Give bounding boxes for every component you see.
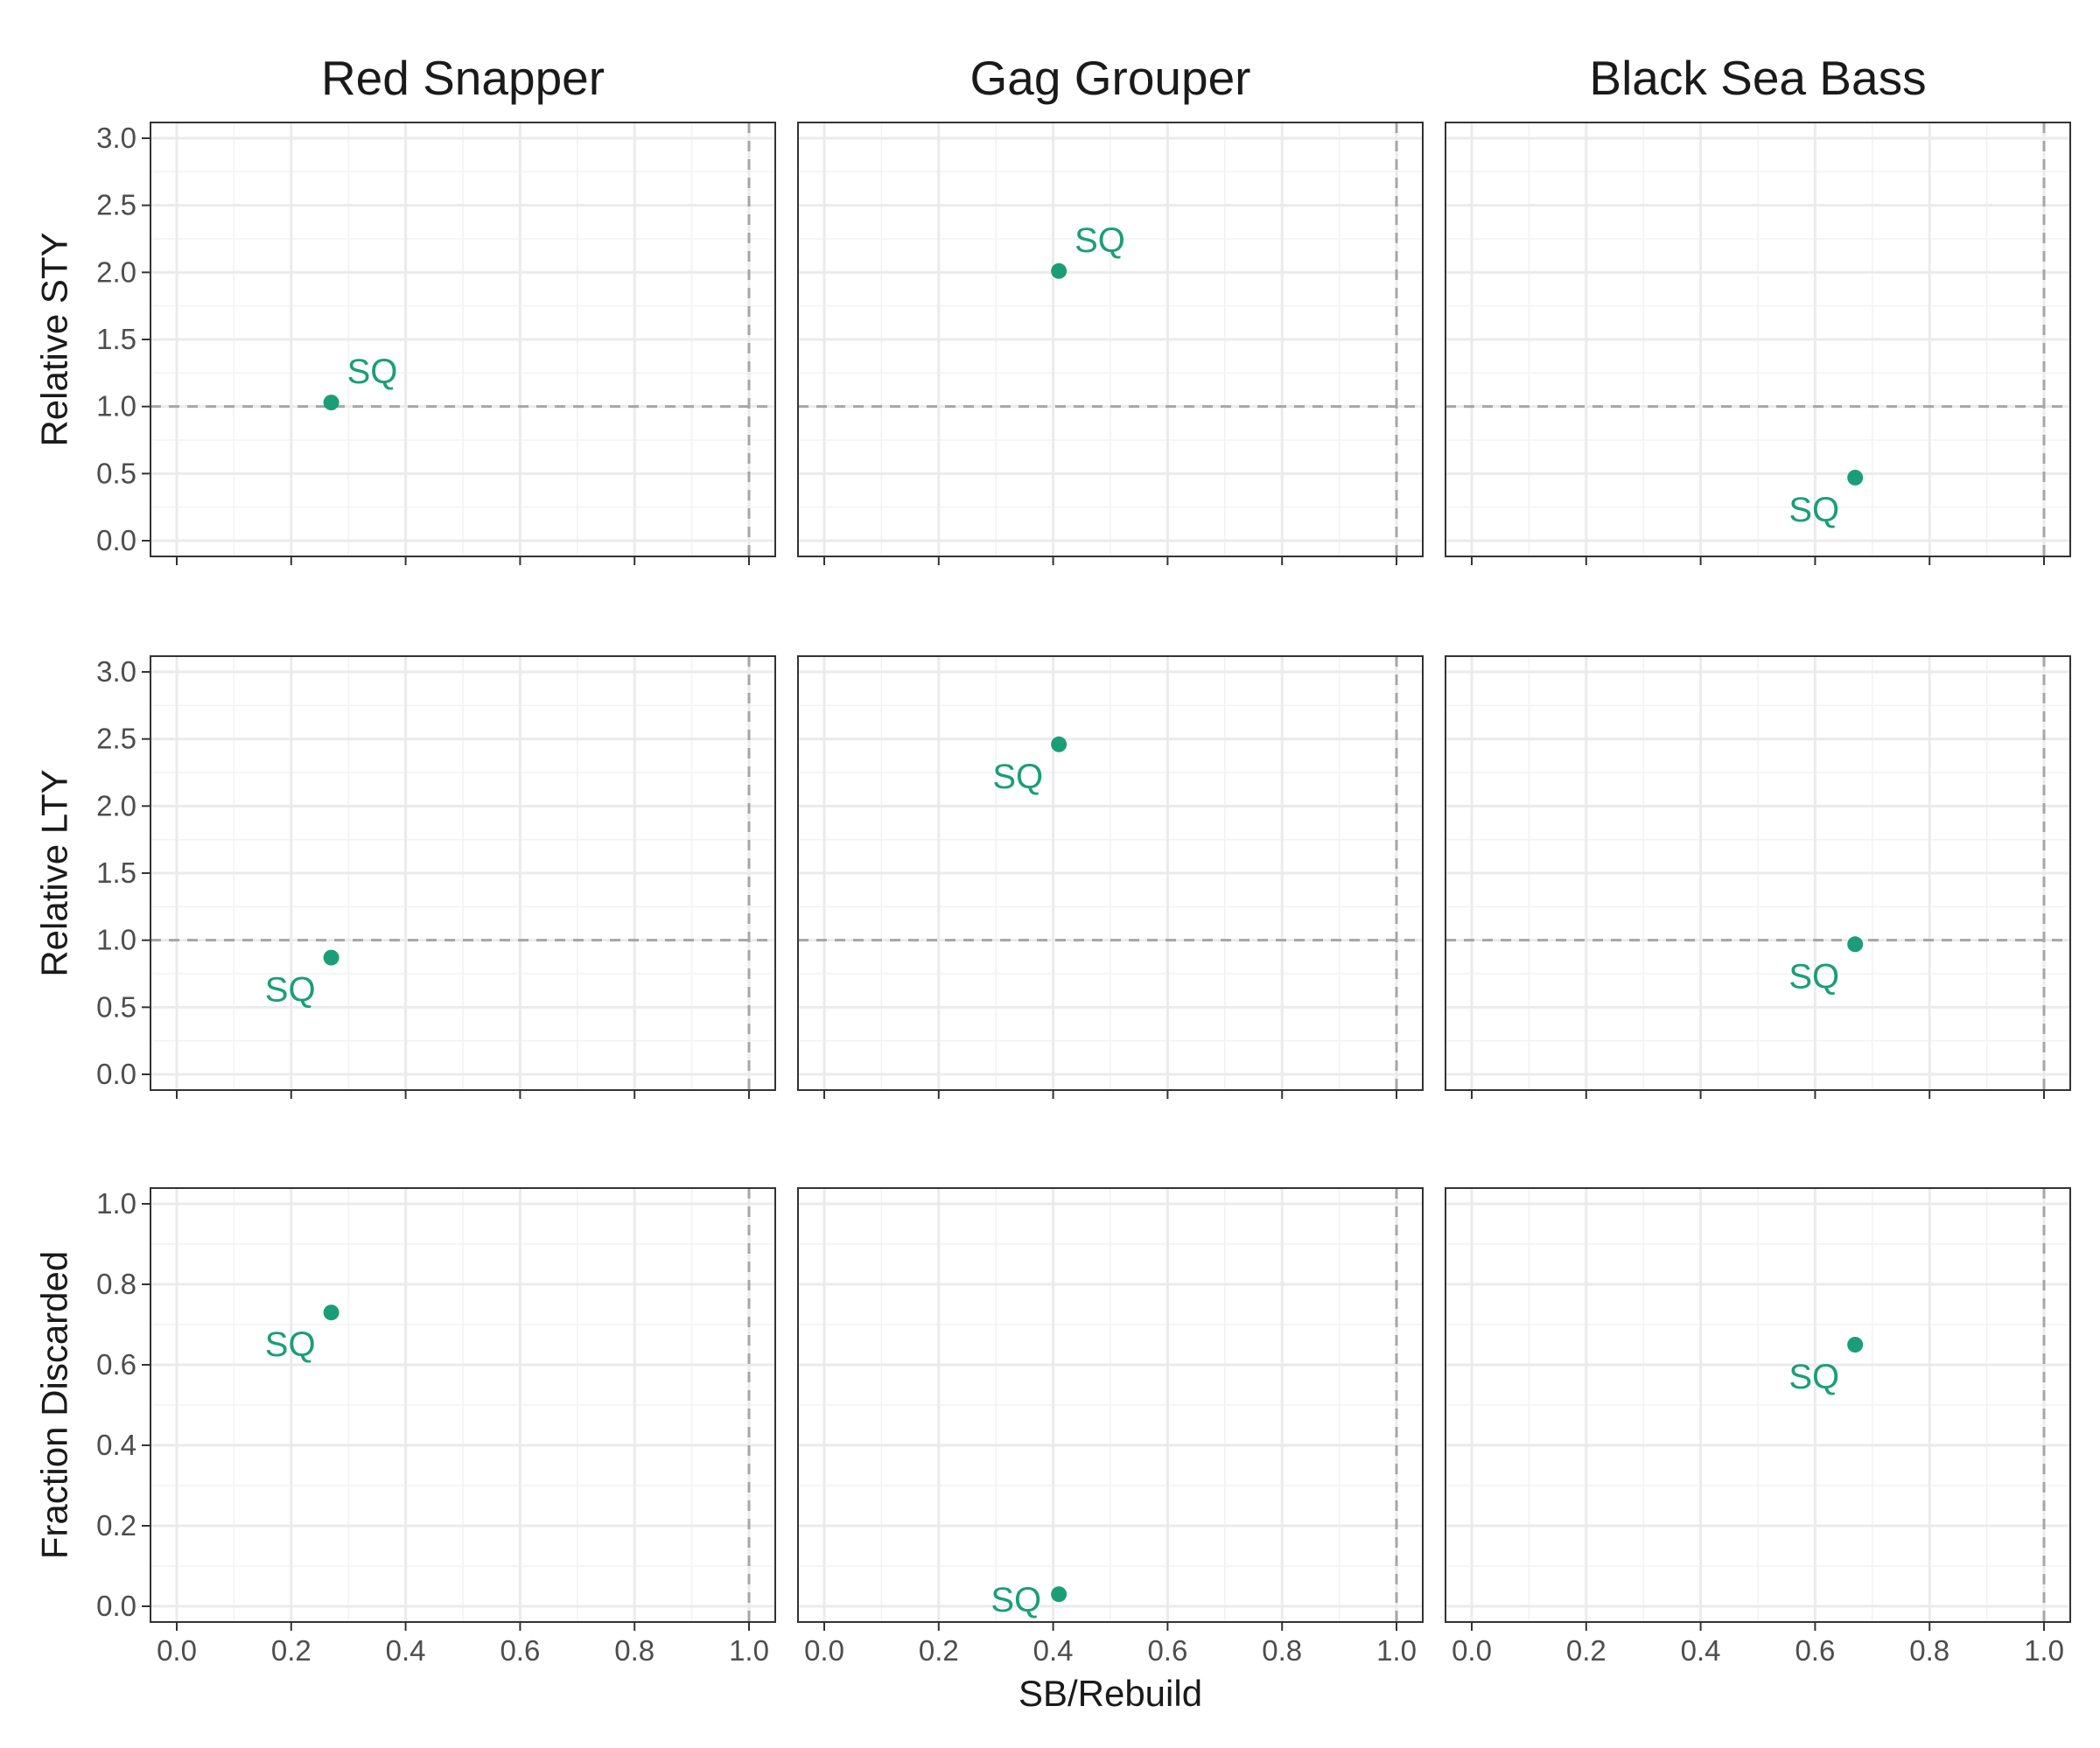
y-tick-label: 1.5 xyxy=(96,323,136,355)
data-point xyxy=(323,1304,340,1321)
x-tick-label: 0.6 xyxy=(500,1634,540,1667)
y-tick-label: 0.2 xyxy=(96,1509,136,1542)
x-tick-label: 0.8 xyxy=(1909,1634,1950,1667)
point-label: SQ xyxy=(1788,957,1839,996)
y-axis-title: Relative LTY xyxy=(34,769,75,976)
x-tick-label: 0.8 xyxy=(1262,1634,1302,1667)
data-point xyxy=(323,949,340,966)
panel-border xyxy=(1445,122,2071,557)
data-point xyxy=(1847,1337,1864,1353)
x-tick-label: 0.0 xyxy=(157,1634,197,1667)
y-tick-label: 1.0 xyxy=(96,924,136,956)
y-tick-label: 0.8 xyxy=(96,1268,136,1300)
point-label: SQ xyxy=(1788,1358,1839,1396)
x-tick-label: 0.4 xyxy=(1681,1634,1721,1667)
point-label: SQ xyxy=(1788,491,1839,529)
point-label: SQ xyxy=(265,971,316,1010)
y-tick-label: 0.6 xyxy=(96,1348,136,1381)
panel-border xyxy=(797,122,1424,557)
panel-border xyxy=(150,1187,776,1623)
point-label: SQ xyxy=(992,758,1043,796)
x-tick-label: 0.2 xyxy=(1566,1634,1606,1667)
x-tick-label: 1.0 xyxy=(2024,1634,2064,1667)
facet-title: Gag Grouper xyxy=(970,51,1250,105)
point-label: SQ xyxy=(347,353,398,391)
point-label: SQ xyxy=(265,1325,316,1364)
y-tick-label: 1.0 xyxy=(96,1187,136,1220)
panel-border xyxy=(1445,655,2071,1091)
y-tick-label: 1.0 xyxy=(96,390,136,423)
y-tick-label: 2.5 xyxy=(96,723,136,755)
data-point xyxy=(1051,1586,1068,1603)
y-tick-label: 0.5 xyxy=(96,457,136,489)
y-axis-title: Relative STY xyxy=(34,232,75,446)
y-tick-label: 3.0 xyxy=(96,655,136,688)
y-tick-label: 2.5 xyxy=(96,189,136,221)
y-tick-label: 2.0 xyxy=(96,255,136,288)
y-tick-label: 0.4 xyxy=(96,1429,136,1461)
y-tick-label: 0.0 xyxy=(96,524,136,556)
x-tick-label: 0.4 xyxy=(386,1634,426,1667)
x-tick-label: 0.2 xyxy=(919,1634,959,1667)
point-label: SQ xyxy=(990,1581,1041,1619)
y-tick-label: 1.5 xyxy=(96,857,136,889)
data-point xyxy=(1847,936,1864,953)
x-tick-label: 0.8 xyxy=(614,1634,654,1667)
panel-border xyxy=(797,1187,1424,1623)
x-tick-label: 0.0 xyxy=(804,1634,844,1667)
point-label: SQ xyxy=(1074,221,1125,260)
y-tick-label: 0.5 xyxy=(96,990,136,1023)
x-tick-label: 1.0 xyxy=(1376,1634,1417,1667)
data-point xyxy=(1847,469,1864,486)
facet-title: Red Snapper xyxy=(321,51,605,105)
data-point xyxy=(323,395,340,411)
y-tick-label: 2.0 xyxy=(96,789,136,822)
panel-border xyxy=(1445,1187,2071,1623)
x-axis-title: SB/Rebuild xyxy=(1018,1673,1202,1714)
x-tick-label: 0.0 xyxy=(1452,1634,1492,1667)
x-tick-label: 0.2 xyxy=(271,1634,312,1667)
x-tick-label: 1.0 xyxy=(729,1634,769,1667)
facet-title: Black Sea Bass xyxy=(1589,51,1926,105)
y-tick-label: 0.0 xyxy=(96,1590,136,1622)
y-axis-title: Fraction Discarded xyxy=(34,1251,75,1559)
panel-border xyxy=(797,655,1424,1091)
x-tick-label: 0.4 xyxy=(1033,1634,1074,1667)
y-tick-label: 3.0 xyxy=(96,122,136,154)
x-tick-label: 0.6 xyxy=(1795,1634,1835,1667)
x-tick-label: 0.6 xyxy=(1147,1634,1187,1667)
data-point xyxy=(1051,736,1068,752)
data-point xyxy=(1051,262,1068,279)
y-tick-label: 0.0 xyxy=(96,1058,136,1090)
